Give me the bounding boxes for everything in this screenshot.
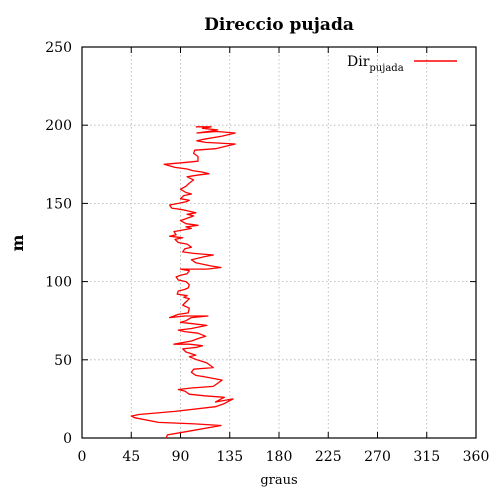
chart-title: Direccio pujada — [204, 15, 354, 35]
grid — [82, 47, 476, 438]
x-tick-label: 315 — [413, 449, 440, 465]
x-tick-label: 270 — [364, 449, 391, 465]
y-tick-label: 0 — [63, 431, 72, 447]
legend-series-name: Dir — [347, 54, 370, 70]
series-line-dir-pujada — [130, 126, 236, 439]
x-tick-label: 135 — [216, 449, 243, 465]
legend-label: Dirpujada — [347, 54, 404, 74]
x-tick-label: 180 — [266, 449, 293, 465]
x-tick-label: 0 — [78, 449, 87, 465]
x-tick-label: 360 — [463, 449, 490, 465]
y-tick-label: 150 — [45, 196, 72, 212]
series-layer — [130, 126, 236, 439]
legend: Dirpujada — [347, 54, 457, 74]
x-axis-label: graus — [260, 473, 297, 488]
x-tick-label: 45 — [122, 449, 140, 465]
y-tick-label: 250 — [45, 40, 72, 56]
x-tick-label: 225 — [315, 449, 342, 465]
axis-ticks: 0 45 90 135 180 225 270 315 360 0 50 100 150 200 250 — [45, 40, 489, 465]
y-tick-label: 50 — [54, 353, 72, 369]
y-tick-label: 100 — [45, 275, 72, 291]
y-axis-label: m — [8, 234, 27, 251]
legend-series-subscript: pujada — [369, 63, 403, 74]
y-tick-label: 200 — [45, 118, 72, 134]
x-tick-label: 90 — [172, 449, 190, 465]
